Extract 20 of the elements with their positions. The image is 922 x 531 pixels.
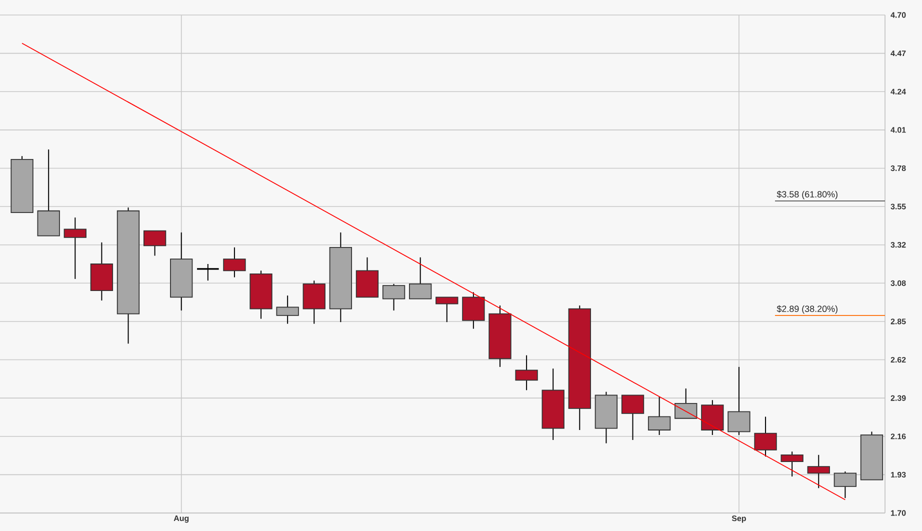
candlestick [223,246,246,278]
candlestick [621,394,644,440]
ref-line-label: $3.58 (61.80%) [776,190,838,200]
candlestick [807,454,830,489]
candlestick [462,292,485,330]
candlestick [408,256,432,300]
candlestick [436,296,458,323]
candlestick [143,230,166,256]
candlestick [382,283,406,311]
candlestick [515,354,538,391]
candlestick [728,366,750,436]
candlestick [276,295,299,324]
candlestick [196,264,220,282]
candlestick [834,471,857,499]
candlestick [780,451,804,477]
candlestick [674,388,698,419]
candlestick [754,416,777,458]
candlestick [648,396,671,436]
ref-line-label: $2.89 (38.20%) [776,305,838,314]
candlestick [64,217,86,280]
